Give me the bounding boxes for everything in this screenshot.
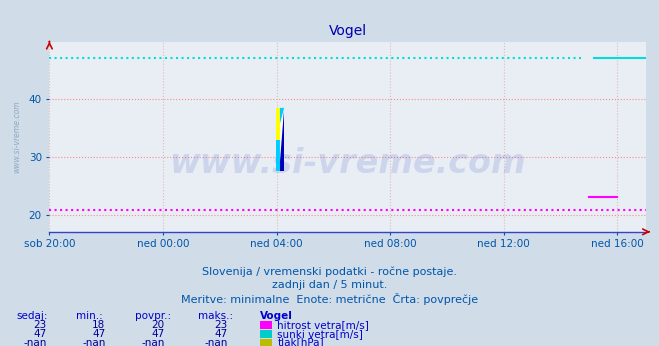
Polygon shape	[280, 108, 284, 124]
Text: hitrost vetra[m/s]: hitrost vetra[m/s]	[277, 320, 369, 330]
Title: Vogel: Vogel	[329, 24, 366, 38]
Text: 20: 20	[152, 320, 165, 330]
Text: www.si-vreme.com: www.si-vreme.com	[12, 100, 21, 173]
Text: -nan: -nan	[23, 338, 46, 346]
Text: Slovenija / vremenski podatki - ročne postaje.: Slovenija / vremenski podatki - ročne po…	[202, 266, 457, 277]
Text: -nan: -nan	[204, 338, 227, 346]
Text: 23: 23	[214, 320, 227, 330]
Bar	[275, 139, 280, 171]
Text: povpr.:: povpr.:	[135, 311, 171, 320]
Text: 47: 47	[214, 329, 227, 339]
Text: zadnji dan / 5 minut.: zadnji dan / 5 minut.	[272, 281, 387, 290]
Text: sedaj:: sedaj:	[16, 311, 48, 320]
Text: tlak[hPa]: tlak[hPa]	[277, 338, 324, 346]
Text: 47: 47	[92, 329, 105, 339]
Text: sunki vetra[m/s]: sunki vetra[m/s]	[277, 329, 363, 339]
Text: 18: 18	[92, 320, 105, 330]
Text: maks.:: maks.:	[198, 311, 233, 320]
Bar	[280, 108, 284, 171]
Text: 47: 47	[33, 329, 46, 339]
Text: -nan: -nan	[82, 338, 105, 346]
Text: Vogel: Vogel	[260, 311, 293, 320]
Text: 47: 47	[152, 329, 165, 339]
Bar	[275, 108, 280, 139]
Text: Meritve: minimalne  Enote: metrične  Črta: povprečje: Meritve: minimalne Enote: metrične Črta:…	[181, 293, 478, 305]
Text: www.si-vreme.com: www.si-vreme.com	[169, 147, 526, 180]
Text: -nan: -nan	[142, 338, 165, 346]
Text: min.:: min.:	[76, 311, 103, 320]
Polygon shape	[280, 108, 284, 162]
Text: 23: 23	[33, 320, 46, 330]
